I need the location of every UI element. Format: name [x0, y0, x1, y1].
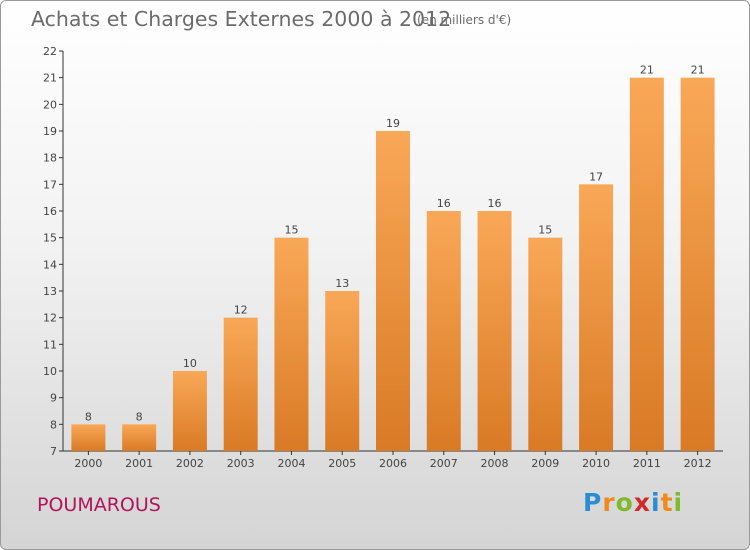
x-tick-label: 2010 — [582, 457, 610, 470]
y-axis: 7 8 9 10 11 12 13 14 15 16 17 18 19 20 21 22 — [43, 45, 64, 458]
bar-value-label: 12 — [234, 304, 248, 317]
y-tick-label: 11 — [43, 338, 57, 351]
bar-value-label: 19 — [386, 117, 400, 130]
x-tick-label: 2003 — [227, 457, 255, 470]
bar-value-label: 21 — [691, 64, 705, 77]
x-tick-label: 2006 — [379, 457, 407, 470]
x-tick-label: 2011 — [633, 457, 661, 470]
y-tick-label: 16 — [43, 205, 57, 218]
bar-2004 — [274, 237, 309, 451]
y-tick-label: 18 — [43, 152, 57, 165]
logo-letter: o — [615, 488, 634, 517]
bar-2011 — [629, 77, 664, 452]
bar-value-label: 16 — [488, 197, 502, 210]
bar-2012 — [680, 77, 715, 452]
chart-title: Achats et Charges Externes 2000 à 2012 — [31, 7, 452, 31]
x-tick-label: 2012 — [684, 457, 712, 470]
y-tick-label: 15 — [43, 232, 57, 245]
chart-unit: (en milliers d'€) — [417, 13, 512, 27]
bar-value-label: 10 — [183, 357, 197, 370]
bar-value-label: 15 — [284, 224, 298, 237]
y-tick-label: 19 — [43, 125, 57, 138]
y-tick-label: 20 — [43, 98, 57, 111]
logo-letter: t — [660, 488, 674, 517]
bar-2006 — [376, 131, 410, 451]
bar-2005 — [325, 291, 360, 451]
proxiti-logo: Proxiti — [583, 488, 683, 517]
y-tick-label: 8 — [50, 418, 57, 431]
logo-letter: x — [633, 488, 651, 517]
bar-2003 — [223, 317, 258, 451]
y-tick-label: 14 — [43, 258, 57, 271]
bars-group: 8 8 10 12 15 13 19 16 16 15 17 21 21 — [71, 64, 715, 452]
x-tick-label: 2005 — [328, 457, 356, 470]
bar-2009 — [528, 237, 563, 451]
bar-value-label: 17 — [589, 170, 603, 183]
bar-value-label: 8 — [136, 410, 143, 423]
x-axis: 2000 2001 2002 2003 2004 2005 2006 2007 2008 2009… — [63, 450, 723, 470]
x-tick-label: 2009 — [531, 457, 559, 470]
bar-value-label: 15 — [538, 224, 552, 237]
bar-value-label: 13 — [335, 277, 349, 290]
x-tick-label: 2001 — [125, 457, 153, 470]
x-tick-label: 2000 — [74, 457, 102, 470]
y-tick-label: 9 — [50, 392, 57, 405]
bar-value-label: 8 — [85, 410, 92, 423]
bar-2001 — [122, 424, 157, 451]
bar-value-label: 16 — [437, 197, 451, 210]
bar-2000 — [71, 424, 106, 451]
y-tick-label: 17 — [43, 178, 57, 191]
x-tick-label: 2007 — [430, 457, 458, 470]
y-tick-label: 21 — [43, 72, 57, 85]
x-tick-label: 2004 — [277, 457, 305, 470]
y-tick-label: 13 — [43, 285, 57, 298]
logo-letter: i — [651, 488, 661, 517]
logo-letter: r — [602, 488, 616, 517]
bar-2008 — [477, 211, 512, 451]
y-tick-label: 10 — [43, 365, 57, 378]
commune-name: POUMAROUS — [37, 494, 161, 516]
bar-2007 — [426, 211, 461, 451]
bar-2010 — [579, 184, 614, 452]
logo-letter: i — [673, 488, 684, 517]
x-tick-label: 2008 — [481, 457, 509, 470]
x-tick-label: 2002 — [176, 457, 204, 470]
bar-value-label: 21 — [640, 64, 654, 77]
y-tick-label: 22 — [43, 45, 57, 58]
y-tick-label: 7 — [50, 445, 57, 458]
bar-2002 — [172, 371, 207, 451]
y-tick-label: 12 — [43, 312, 57, 325]
logo-letter: P — [583, 488, 603, 517]
